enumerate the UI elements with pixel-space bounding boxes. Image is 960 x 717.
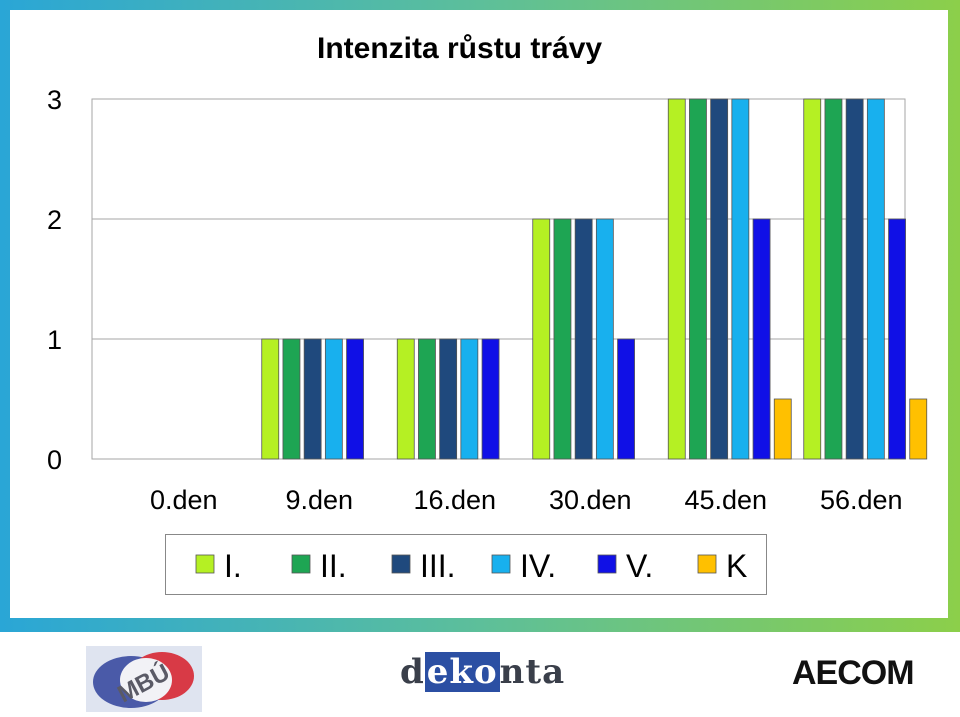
- bar: [909, 398, 928, 460]
- legend-swatch: [697, 554, 717, 574]
- bar: [773, 398, 792, 460]
- chart-legend: I. II. III. IV. V. K: [165, 534, 767, 595]
- dekonta-logo-suffix: nta: [499, 652, 566, 692]
- bar: [460, 338, 479, 460]
- bar: [481, 338, 500, 460]
- legend-label: V.: [626, 548, 653, 584]
- bar: [866, 98, 885, 460]
- bar: [617, 338, 635, 460]
- x-tick-label: 16.den: [413, 485, 496, 515]
- dekonta-logo-mid: eko: [424, 652, 500, 692]
- legend-swatch: [391, 554, 411, 574]
- legend-swatch: [291, 554, 311, 574]
- x-tick-label: 30.den: [549, 485, 632, 515]
- bar: [282, 338, 301, 460]
- bar: [574, 218, 593, 460]
- bar: [710, 98, 729, 460]
- bar: [667, 98, 686, 460]
- legend-label: K: [726, 548, 747, 584]
- legend-label: IV.: [520, 548, 556, 584]
- legend-swatch: [491, 554, 511, 574]
- dekonta-logo-prefix: d: [400, 652, 425, 692]
- y-tick-label: 3: [47, 85, 62, 115]
- bar: [532, 218, 551, 460]
- bar: [346, 338, 364, 460]
- bar: [595, 218, 614, 460]
- legend-label: II.: [320, 548, 347, 584]
- legend-swatch: [597, 554, 617, 574]
- aecom-logo: AECOM: [792, 654, 915, 692]
- x-tick-label: 9.den: [285, 485, 353, 515]
- y-tick-label: 2: [47, 205, 62, 235]
- bar: [418, 338, 436, 460]
- bar: [689, 98, 707, 460]
- bar: [396, 338, 415, 460]
- bar: [888, 218, 906, 460]
- bar: [752, 218, 771, 460]
- dekonta-logo: dekonta: [400, 652, 565, 692]
- legend-label: I.: [224, 548, 242, 584]
- x-tick-label: 0.den: [150, 485, 218, 515]
- bar: [824, 98, 843, 460]
- bar: [261, 338, 280, 460]
- bar: [303, 338, 322, 460]
- legend-label: III.: [420, 548, 456, 584]
- mbu-logo: MBÚ: [86, 646, 202, 712]
- x-tick-label: 45.den: [684, 485, 767, 515]
- y-tick-label: 0: [47, 445, 62, 475]
- bar: [324, 338, 343, 460]
- legend-swatch: [195, 554, 215, 574]
- x-tick-label: 56.den: [820, 485, 903, 515]
- chart-title: Intenzita růstu trávy: [317, 32, 603, 65]
- bar: [439, 338, 458, 460]
- bar: [803, 98, 822, 460]
- bar: [845, 98, 864, 460]
- bar: [553, 218, 572, 460]
- y-tick-label: 1: [47, 325, 62, 355]
- footer-logos: MBÚ dekonta AECOM: [0, 632, 960, 717]
- bar: [731, 98, 750, 460]
